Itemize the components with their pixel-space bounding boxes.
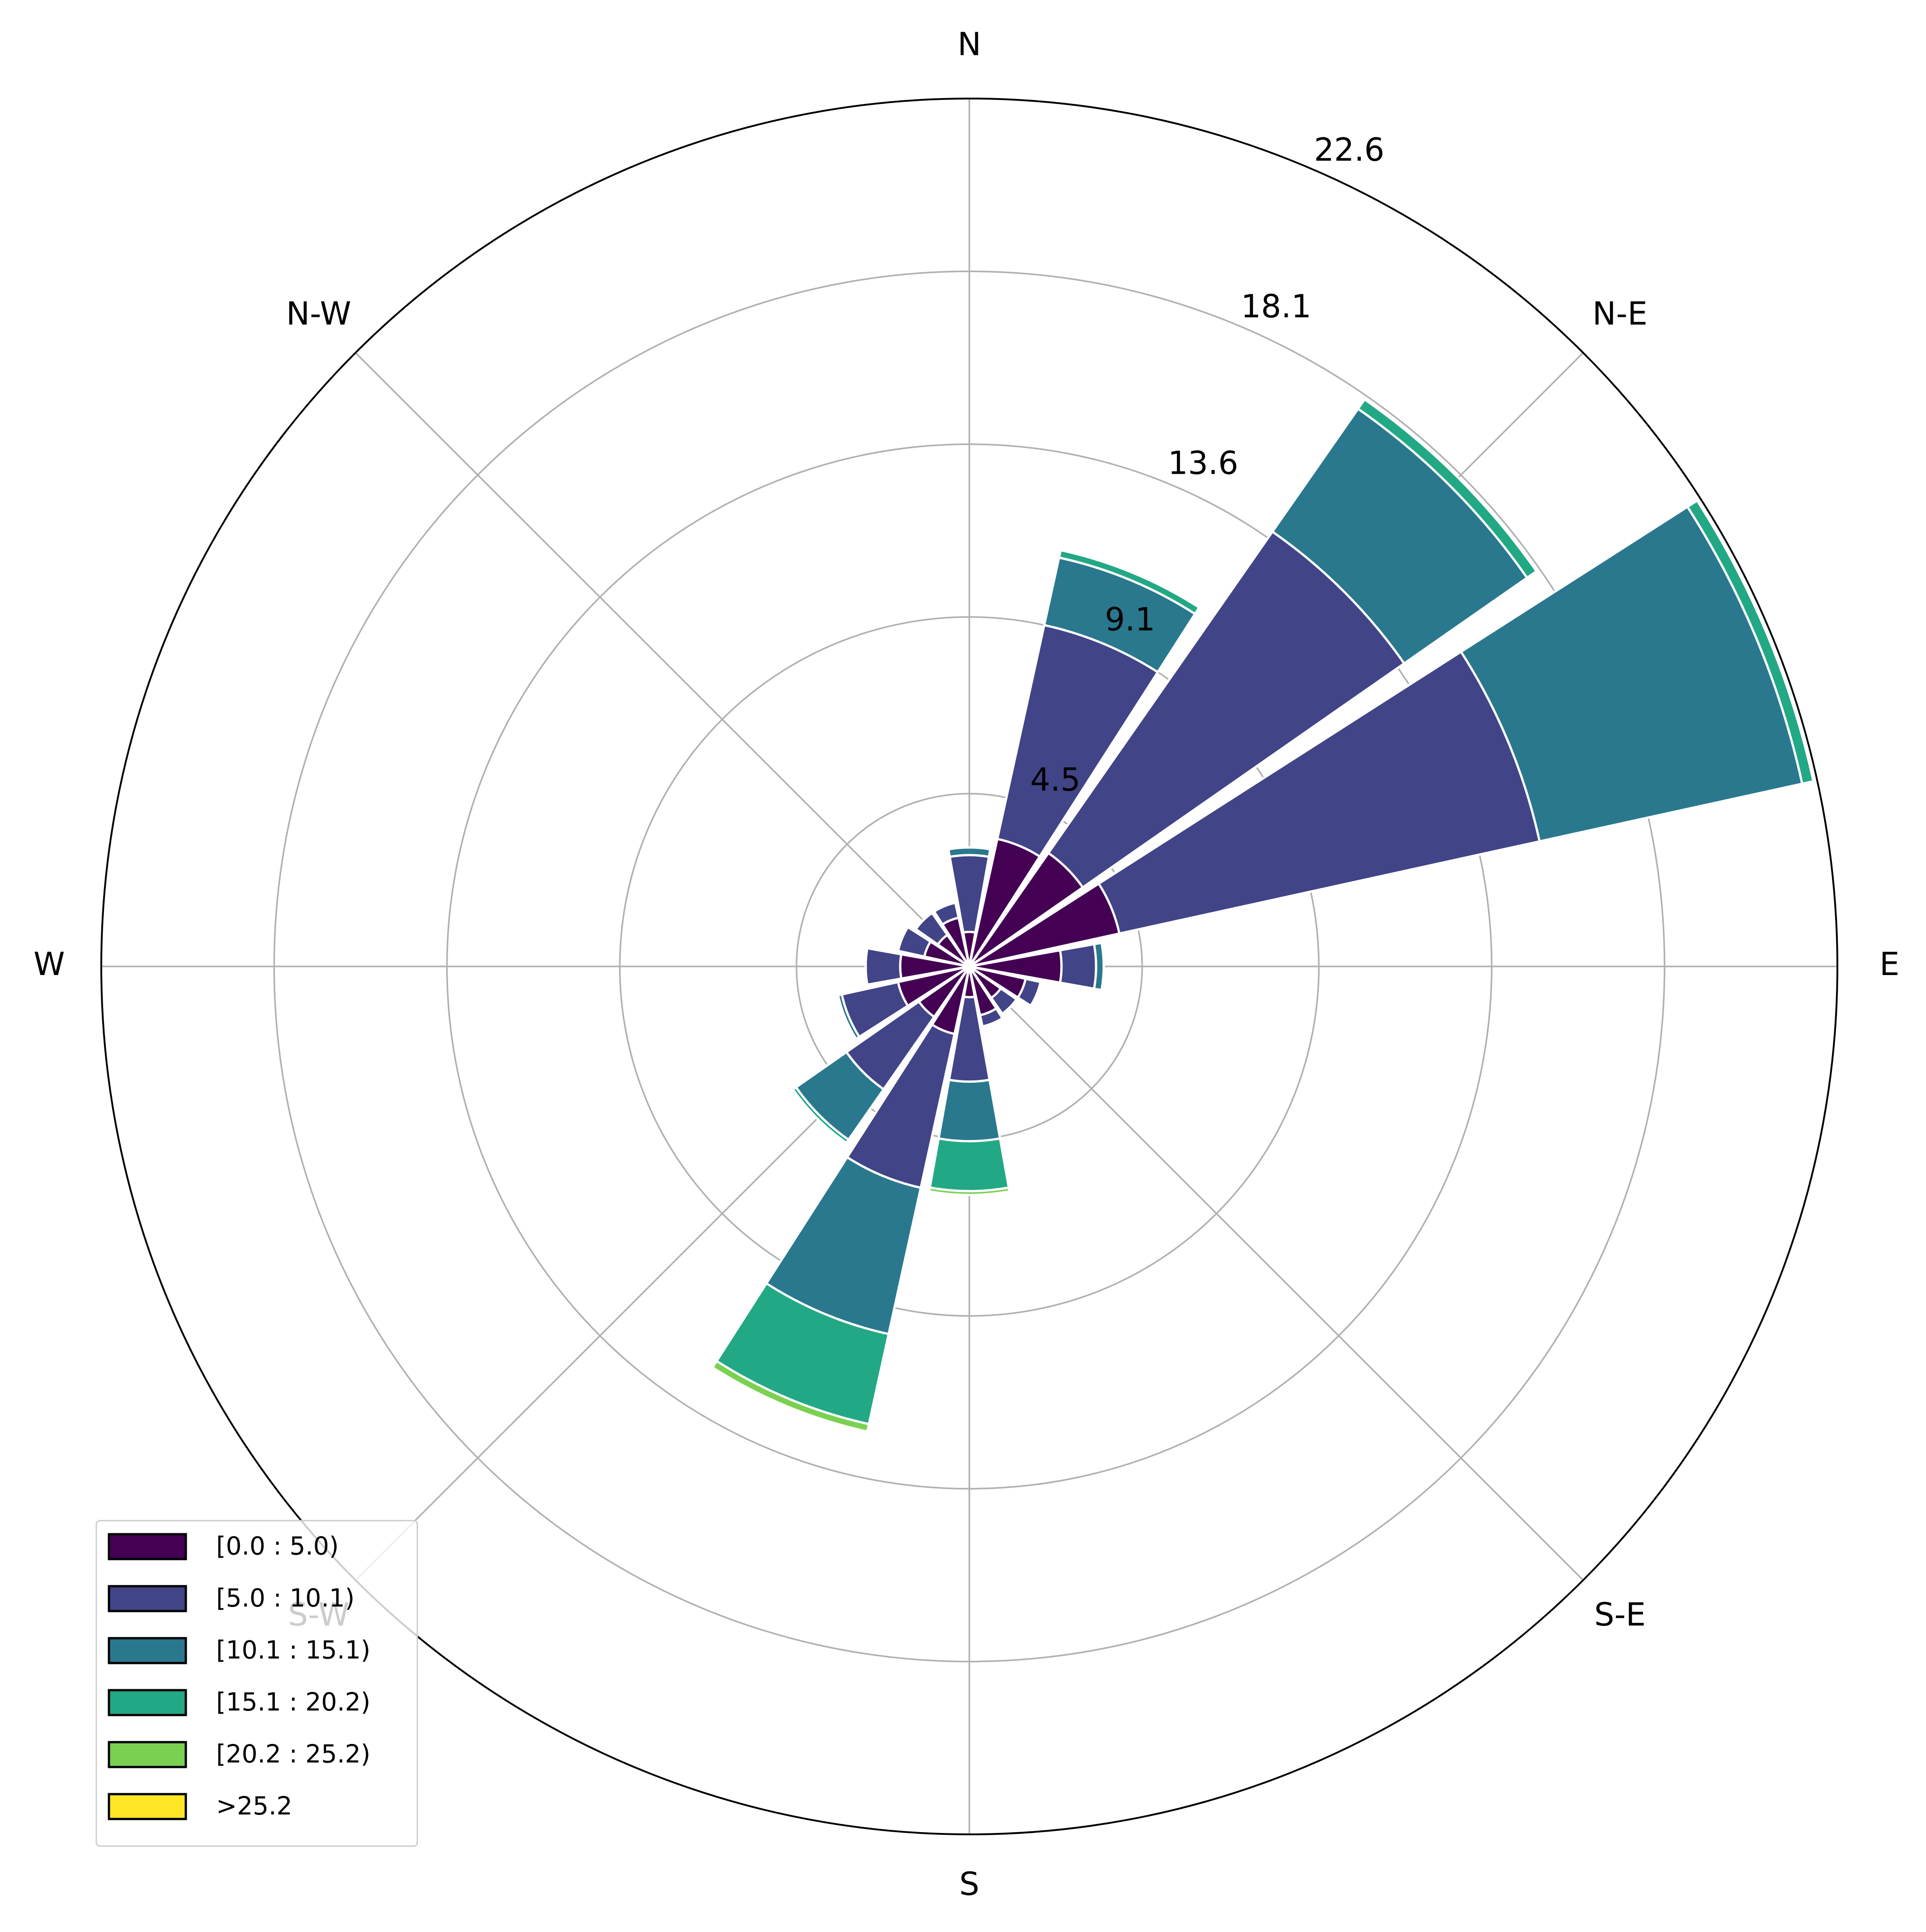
direction-label: N-E: [1592, 295, 1647, 332]
legend: [0.0 : 5.0) [5.0 : 10.1) [10.1 : 15.1) [15.…: [95, 1520, 418, 1847]
direction-label: S: [959, 1866, 979, 1903]
legend-swatch: [108, 1689, 187, 1716]
legend-swatch: [108, 1585, 187, 1612]
legend-label: [20.2 : 25.2): [216, 1739, 370, 1768]
polar-frame: [100, 98, 1838, 1835]
wind-bar: [1060, 549, 1200, 608]
legend-label: [5.0 : 10.1): [216, 1583, 354, 1612]
wind-bar: [1100, 942, 1105, 990]
direction-label: W: [33, 946, 65, 983]
wind-bar: [1364, 398, 1538, 572]
legend-swatch: [108, 1793, 187, 1820]
legend-swatch: [108, 1741, 187, 1768]
direction-label: E: [1879, 946, 1899, 983]
wind-bar: [928, 1137, 1010, 1192]
r-tick-label: 22.6: [1314, 131, 1384, 168]
r-tick-label: 9.1: [1105, 601, 1155, 638]
wind-bar: [937, 1078, 1001, 1142]
wind-bar: [864, 948, 869, 985]
wind-bar: [1058, 942, 1097, 990]
direction-label: N: [958, 26, 981, 63]
direction-label: N-W: [286, 295, 351, 332]
legend-label: [10.1 : 15.1): [216, 1635, 370, 1664]
wind-bar: [864, 947, 903, 986]
legend-swatch: [108, 1637, 187, 1664]
legend-label: [0.0 : 5.0): [216, 1531, 339, 1560]
grid-spoke: [968, 966, 1584, 1581]
r-tick-label: 4.5: [1030, 761, 1081, 798]
legend-swatch: [108, 1533, 187, 1560]
legend-label: [15.1 : 20.2): [216, 1687, 370, 1716]
direction-label: S-E: [1594, 1596, 1646, 1633]
r-tick-label: 18.1: [1241, 288, 1312, 325]
wind-bar: [929, 1190, 1010, 1196]
r-tick-label: 13.6: [1168, 444, 1238, 481]
grid-spoke: [355, 352, 970, 967]
legend-label: >25.2: [216, 1791, 293, 1820]
